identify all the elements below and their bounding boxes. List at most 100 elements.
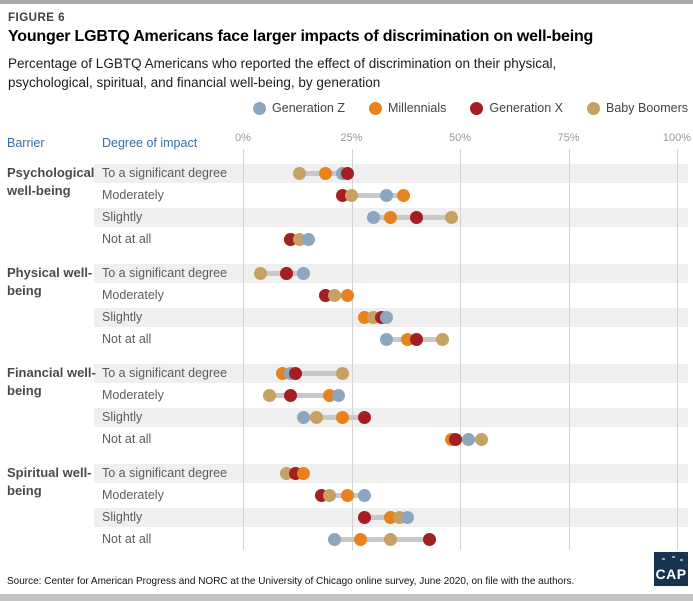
row-label-slightly: Slightly bbox=[102, 309, 143, 324]
dot-generation-z bbox=[366, 210, 380, 224]
dot-millennials bbox=[297, 466, 311, 480]
dot-millennials bbox=[336, 410, 350, 424]
dot-generation-z bbox=[297, 266, 311, 280]
row-label-to-a-significant-degree: To a significant degree bbox=[102, 465, 228, 480]
row-label-not-at-all: Not at all bbox=[102, 331, 152, 346]
legend-label: Generation Z bbox=[272, 101, 345, 115]
dot-generation-x bbox=[410, 332, 424, 346]
dot-generation-z bbox=[379, 310, 393, 324]
row-band bbox=[94, 163, 688, 183]
connector bbox=[342, 192, 404, 198]
dot-generation-x bbox=[358, 410, 372, 424]
row-label-moderately: Moderately bbox=[102, 487, 164, 502]
gridline-50% bbox=[460, 149, 461, 550]
bottom-rule bbox=[0, 594, 693, 601]
row-label-slightly: Slightly bbox=[102, 209, 143, 224]
dot-baby-boomers bbox=[475, 432, 489, 446]
gridline-75% bbox=[568, 149, 570, 550]
row-band bbox=[94, 463, 688, 483]
legend: Generation Z Millennials Generation X Baby … bbox=[253, 101, 688, 115]
dot-millennials bbox=[353, 532, 367, 546]
x-axis-tick-label: 100% bbox=[662, 132, 692, 144]
group-label-physical-well-being: Physical well-being bbox=[7, 265, 93, 298]
x-axis-tick-label: 50% bbox=[448, 132, 472, 144]
dot-generation-x bbox=[423, 532, 437, 546]
x-axis-tick-label: 75% bbox=[557, 132, 580, 144]
figure-label: FIGURE 6 bbox=[8, 12, 66, 24]
row-label-not-at-all: Not at all bbox=[102, 431, 152, 446]
row-label-not-at-all: Not at all bbox=[102, 531, 152, 546]
dot-generation-x bbox=[358, 510, 372, 524]
row-label-moderately: Moderately bbox=[102, 387, 164, 402]
legend-dot-generation-z bbox=[253, 101, 267, 115]
dot-baby-boomers bbox=[345, 188, 358, 202]
dot-generation-z bbox=[401, 510, 415, 524]
dot-millennials bbox=[340, 288, 354, 302]
legend-dot-millennials bbox=[368, 101, 382, 115]
legend-dot-baby-boomers bbox=[587, 101, 601, 115]
dot-generation-z bbox=[331, 388, 345, 402]
chart-title: Younger LGBTQ Americans face larger impa… bbox=[8, 28, 594, 45]
group-label-psychological-well-being: Psychological well-being bbox=[7, 165, 95, 198]
gridline-100% bbox=[677, 149, 678, 550]
dot-baby-boomers bbox=[327, 288, 341, 302]
row-band bbox=[94, 363, 688, 383]
dot-baby-boomers bbox=[292, 166, 306, 180]
dot-millennials bbox=[397, 188, 411, 202]
dot-baby-boomers bbox=[436, 332, 450, 346]
dot-generation-z bbox=[379, 332, 393, 346]
column-header-barrier: Barrier bbox=[7, 136, 45, 150]
dot-baby-boomers bbox=[262, 388, 276, 402]
dot-millennials bbox=[318, 166, 332, 180]
dot-millennials bbox=[384, 210, 398, 224]
chart-subtitle: Percentage of LGBTQ Americans who report… bbox=[8, 54, 556, 92]
dot-baby-boomers bbox=[444, 210, 458, 224]
row-label-not-at-all: Not at all bbox=[102, 231, 152, 246]
gridline-25% bbox=[351, 149, 353, 550]
group-label-spiritual-well-being: Spiritual well-being bbox=[7, 465, 92, 498]
row-label-slightly: Slightly bbox=[102, 409, 143, 424]
legend-item-generation-z: Generation Z bbox=[253, 101, 345, 115]
legend-label: Baby Boomers bbox=[606, 101, 688, 115]
dot-baby-boomers bbox=[384, 532, 398, 546]
dot-baby-boomers bbox=[323, 488, 337, 502]
connector bbox=[303, 414, 365, 420]
legend-label: Millennials bbox=[387, 101, 447, 115]
x-axis-tick-label: 0% bbox=[235, 132, 251, 144]
legend-item-generation-x: Generation X bbox=[470, 101, 563, 115]
dot-generation-x bbox=[340, 166, 354, 180]
row-band bbox=[94, 407, 688, 427]
connector bbox=[282, 370, 343, 376]
dot-baby-boomers bbox=[336, 366, 350, 380]
row-label-slightly: Slightly bbox=[102, 509, 143, 524]
legend-item-millennials: Millennials bbox=[368, 101, 447, 115]
x-axis-tick-label: 25% bbox=[340, 132, 363, 144]
dot-baby-boomers bbox=[253, 266, 267, 280]
dot-millennials bbox=[340, 488, 354, 502]
subtitle-line-1: Percentage of LGBTQ Americans who report… bbox=[8, 56, 557, 71]
top-rule bbox=[0, 0, 693, 4]
connector bbox=[269, 392, 339, 398]
cap-logo: CAP bbox=[654, 552, 688, 586]
column-header-degree-of-impact: Degree of impact bbox=[102, 136, 198, 150]
row-label-to-a-significant-degree: To a significant degree bbox=[102, 265, 228, 280]
dot-generation-z bbox=[462, 432, 476, 446]
dot-generation-x bbox=[284, 388, 298, 402]
dot-baby-boomers bbox=[310, 410, 324, 424]
dot-generation-z bbox=[327, 532, 341, 546]
dot-generation-x bbox=[288, 366, 302, 380]
dot-generation-x bbox=[410, 210, 424, 224]
gridline-0% bbox=[243, 149, 244, 550]
row-label-to-a-significant-degree: To a significant degree bbox=[102, 165, 228, 180]
dot-generation-z bbox=[301, 232, 315, 246]
dot-generation-x bbox=[449, 432, 463, 446]
dot-generation-z bbox=[297, 410, 311, 424]
dot-generation-x bbox=[279, 266, 293, 280]
row-label-moderately: Moderately bbox=[102, 287, 164, 302]
legend-dot-generation-x bbox=[470, 101, 484, 115]
subtitle-line-2: psychological, spiritual, and financial … bbox=[8, 75, 381, 90]
source-note: Source: Center for American Progress and… bbox=[7, 576, 575, 587]
connector bbox=[334, 536, 430, 542]
row-band bbox=[94, 263, 688, 283]
group-label-financial-well-being: Financial well-being bbox=[7, 365, 96, 398]
